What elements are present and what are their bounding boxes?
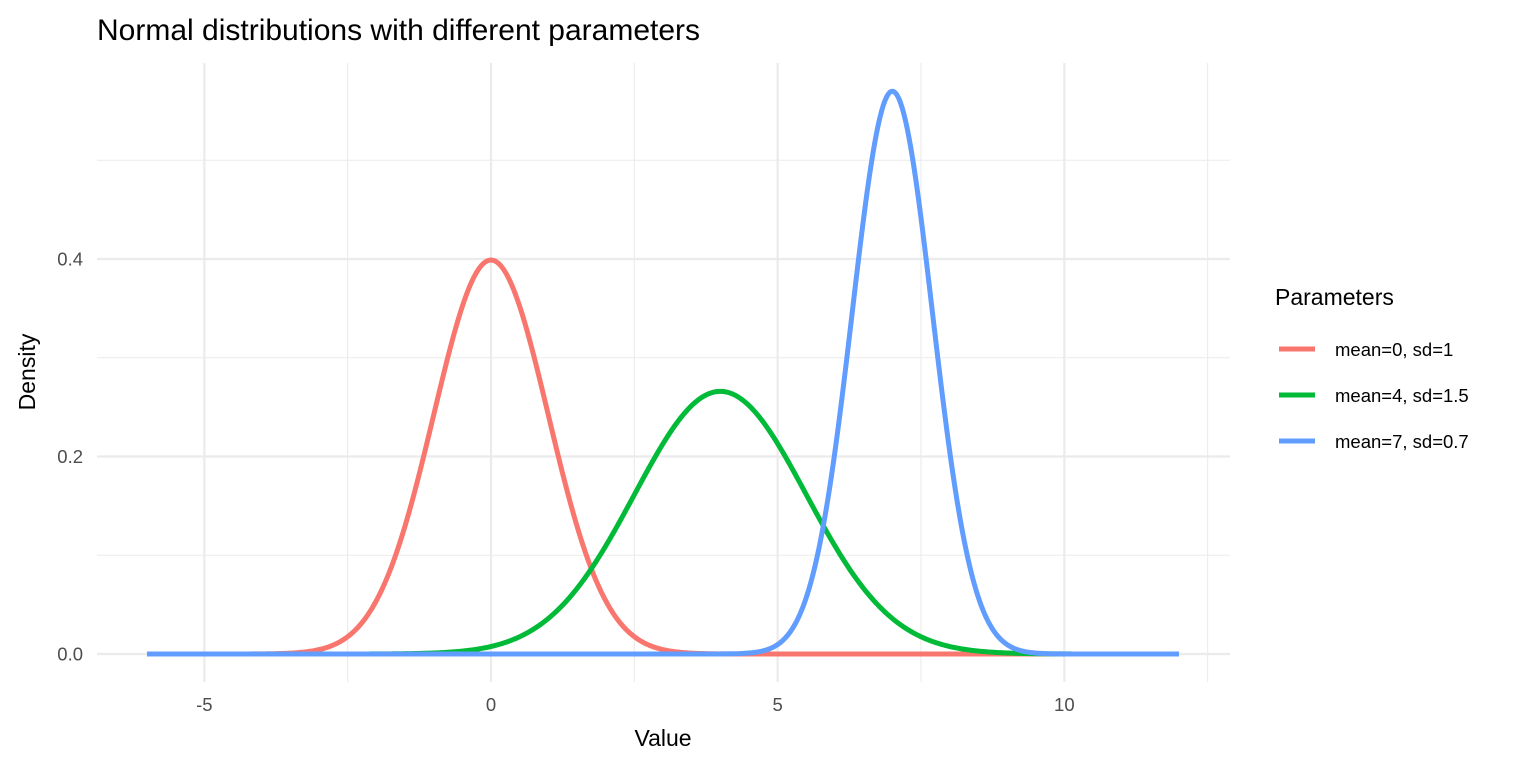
x-tick-label: 0 — [486, 694, 496, 715]
x-tick-label: 10 — [1054, 694, 1075, 715]
y-tick-label: 0.2 — [57, 446, 83, 467]
legend-item: mean=7, sd=0.7 — [1279, 431, 1469, 452]
legend-item: mean=0, sd=1 — [1279, 339, 1453, 360]
chart-title: Normal distributions with different para… — [97, 14, 700, 47]
y-axis-tick-labels: 0.0 0.2 0.4 — [57, 249, 83, 665]
x-tick-label: -5 — [196, 694, 212, 715]
series-line — [146, 388, 1180, 657]
legend-label: mean=7, sd=0.7 — [1335, 431, 1469, 452]
legend-label: mean=0, sd=1 — [1335, 339, 1453, 360]
legend-label: mean=4, sd=1.5 — [1335, 385, 1469, 406]
y-axis-title: Density — [14, 333, 40, 410]
legend-item: mean=4, sd=1.5 — [1279, 385, 1469, 406]
y-tick-label: 0.4 — [57, 249, 83, 270]
x-axis-tick-labels: -5 0 5 10 — [196, 694, 1075, 715]
major-gridlines — [97, 63, 1230, 682]
x-axis-title: Value — [634, 725, 691, 751]
plot-lines — [146, 88, 1180, 657]
y-tick-label: 0.0 — [57, 644, 83, 665]
legend: Parameters mean=0, sd=1 mean=4, sd=1.5 mea… — [1275, 284, 1469, 452]
legend-title: Parameters — [1275, 284, 1394, 310]
minor-gridlines — [97, 63, 1230, 682]
series-line — [146, 88, 1180, 657]
x-tick-label: 5 — [773, 694, 783, 715]
